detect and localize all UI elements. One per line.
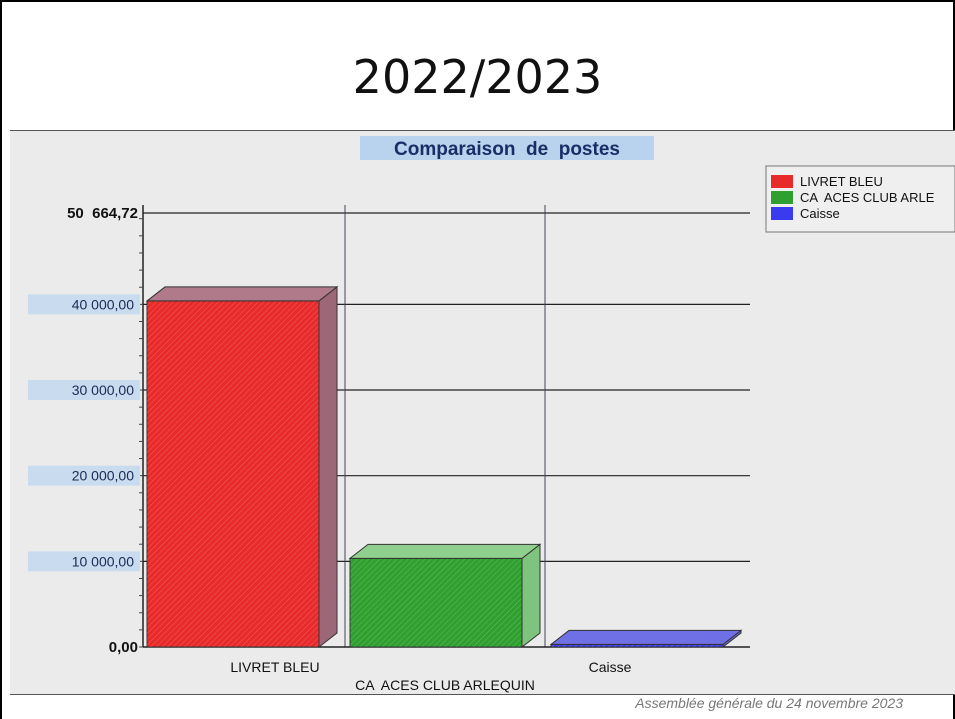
y-tick-label: 20 000,00 bbox=[72, 468, 134, 484]
y-tick-label: 50 664,72 bbox=[67, 205, 138, 222]
axis-labels: 0,00 10 000,00 20 000,00 30 000,00 40 000,00… bbox=[28, 205, 632, 693]
legend-label: LIVRET BLEU bbox=[800, 174, 883, 189]
bar-top-1 bbox=[145, 286, 339, 302]
bar-top-3 bbox=[549, 629, 743, 645]
y-tick-label: 10 000,00 bbox=[72, 553, 134, 569]
bar-texture-2 bbox=[350, 558, 522, 647]
legend-swatch bbox=[771, 207, 793, 220]
y-tick-highlight bbox=[28, 380, 140, 401]
slide-title: 2022/2023 bbox=[352, 50, 603, 104]
legend-swatch bbox=[771, 175, 793, 188]
bar-top-2 bbox=[348, 543, 542, 559]
y-tick-label: 30 000,00 bbox=[72, 382, 134, 398]
category-label: Caisse bbox=[589, 659, 632, 675]
bars bbox=[145, 285, 743, 649]
category-label: CA ACES CLUB ARLEQUIN bbox=[355, 677, 535, 693]
bar-chart: 0,00 10 000,00 20 000,00 30 000,00 40 000,00… bbox=[28, 136, 955, 693]
y-tick-highlight bbox=[28, 551, 140, 572]
legend-label: CA ACES CLUB ARLE bbox=[800, 190, 935, 205]
y-tick-highlight bbox=[28, 465, 140, 486]
legend-swatch bbox=[771, 191, 793, 204]
y-tick-label: 0,00 bbox=[109, 639, 138, 656]
bar-side-2 bbox=[521, 543, 541, 649]
legend-label: Caisse bbox=[800, 206, 840, 221]
chart-title-highlight bbox=[360, 136, 654, 160]
chart-title: Comparaison de postes bbox=[394, 139, 620, 160]
bar-texture-3 bbox=[551, 644, 723, 647]
footer-text: Assemblée générale du 24 novembre 2023 bbox=[635, 695, 903, 711]
legend-box bbox=[765, 165, 955, 233]
y-tick-label: 40 000,00 bbox=[72, 296, 134, 312]
category-label: LIVRET BLEU bbox=[230, 659, 319, 675]
bar-side-1 bbox=[318, 285, 338, 649]
chart-panel: 0,00 10 000,00 20 000,00 30 000,00 40 000,00… bbox=[10, 130, 955, 695]
bar-texture-1 bbox=[147, 300, 319, 647]
y-tick-highlight bbox=[28, 294, 140, 315]
